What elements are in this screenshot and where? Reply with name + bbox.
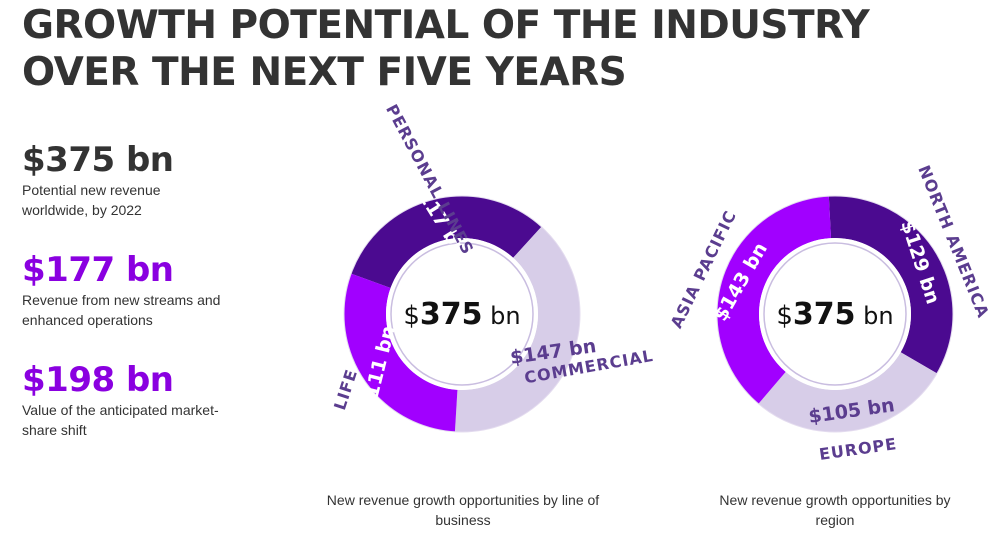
donut-inner-ring [390,242,534,386]
stat-value: $198 bn [22,360,174,400]
slice-commercial [454,226,581,432]
chart-caption-region: New revenue growth opportunities by regi… [719,492,951,528]
slice-north-america [828,195,954,374]
stat-description: Value of the anticipated market-share sh… [22,402,219,438]
donut-hole [759,238,911,390]
slice-life [343,273,458,432]
page-title: GROWTH POTENTIAL OF THE INDUSTRY OVER TH… [22,3,870,95]
stat-value: $177 bn [22,250,174,290]
slice-personal-lines [351,196,542,289]
slice-europe [758,352,938,433]
chart-caption-line-of-business: New revenue growth opportunities by line… [326,492,600,528]
stat-new-streams: $177 bn Revenue from new streams and enh… [22,250,282,330]
donut-outer-ring [716,195,954,433]
donut-inner-ring [763,242,907,386]
stat-description: Potential new revenue worldwide, by 2022 [22,182,161,218]
stat-description: Revenue from new streams and enhanced op… [22,292,221,328]
slice-asia-pacific [717,196,832,404]
donut-center-total: $375 bn [776,297,893,332]
category-label-life: LIFE [330,367,361,413]
category-label-europe: EUROPE [818,434,898,464]
stat-value: $375 bn [22,140,174,180]
donut-hole [386,238,538,390]
stat-potential-revenue: $375 bn Potential new revenue worldwide,… [22,140,282,220]
donut-center-total: $375 bn [403,297,520,332]
donut-outer-ring [343,195,581,433]
stat-market-share-shift: $198 bn Value of the anticipated market-… [22,360,282,440]
